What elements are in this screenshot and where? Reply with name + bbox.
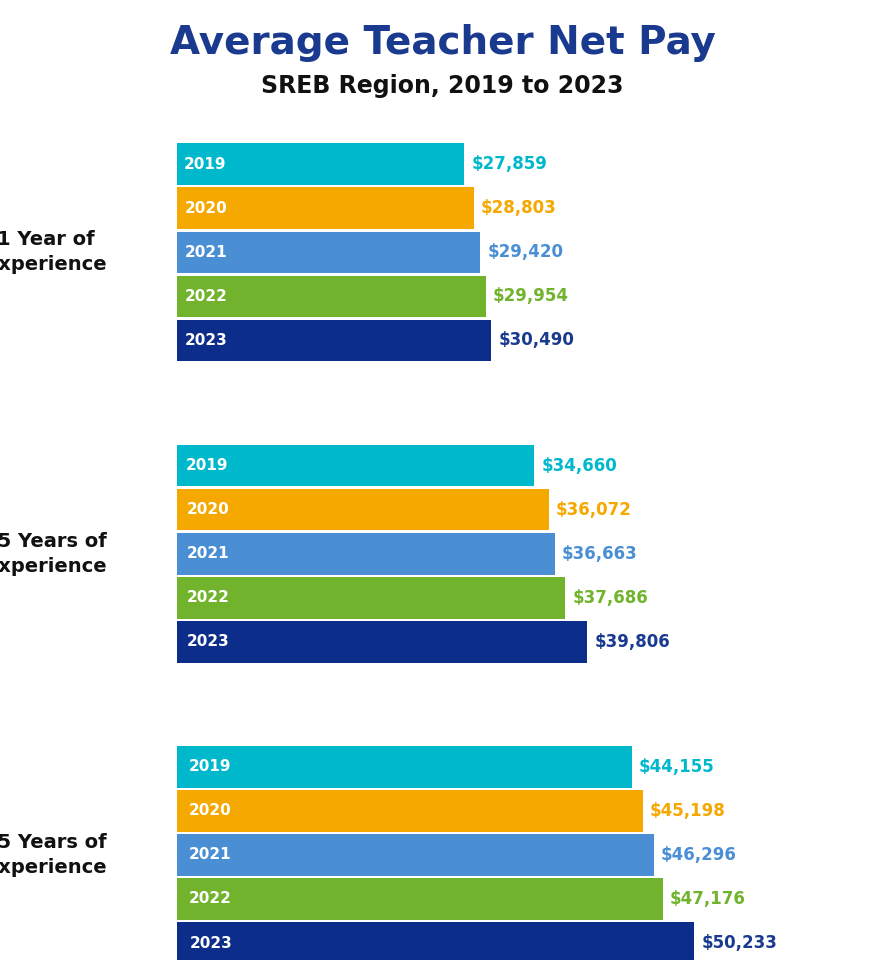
Text: $36,663: $36,663 [562,545,637,563]
Bar [177,577,566,618]
Text: 2019: 2019 [184,157,227,172]
Bar [177,187,473,229]
Bar [177,621,587,662]
Bar [177,878,663,920]
Text: 2019: 2019 [189,760,231,774]
Text: $47,176: $47,176 [670,890,746,908]
Text: 1 Year of
Experience: 1 Year of Experience [0,230,106,274]
Text: 2020: 2020 [186,502,229,517]
Text: 2023: 2023 [190,936,233,951]
Text: $39,806: $39,806 [594,633,670,651]
Text: SREB Region, 2019 to 2023: SREB Region, 2019 to 2023 [261,74,624,97]
Text: Average Teacher Net Pay: Average Teacher Net Pay [170,24,715,63]
Text: $36,072: $36,072 [556,501,632,518]
Text: 2023: 2023 [185,333,227,348]
Text: 2021: 2021 [187,546,229,562]
Text: $29,420: $29,420 [488,243,563,262]
Text: $29,954: $29,954 [493,287,569,306]
Bar [177,143,464,185]
Text: $44,155: $44,155 [639,758,715,776]
Bar [177,834,654,876]
Bar [177,746,632,788]
Bar [177,922,695,964]
Bar [177,319,491,362]
Text: $50,233: $50,233 [702,934,777,952]
Text: 2020: 2020 [184,201,227,216]
Text: 2020: 2020 [189,804,231,818]
Text: 2022: 2022 [189,892,232,907]
Text: 2022: 2022 [187,590,229,606]
Bar [177,231,480,273]
Text: 2021: 2021 [185,245,227,260]
Text: 2021: 2021 [189,848,232,862]
Text: $27,859: $27,859 [471,155,547,173]
Text: $46,296: $46,296 [661,846,737,864]
Bar [177,790,643,832]
Bar [177,533,555,574]
Text: $28,803: $28,803 [481,199,557,218]
Text: $30,490: $30,490 [498,331,574,350]
Text: 2023: 2023 [188,634,230,649]
Text: 15 Years of
Experience: 15 Years of Experience [0,532,107,575]
Text: 35 Years of
Experience: 35 Years of Experience [0,833,107,877]
Text: 2022: 2022 [185,289,227,304]
Text: $37,686: $37,686 [573,589,648,607]
Bar [177,445,534,486]
Text: 2019: 2019 [186,458,228,473]
Text: $34,660: $34,660 [542,457,617,474]
Bar [177,275,486,318]
Text: $45,198: $45,198 [650,802,726,820]
Bar [177,489,549,530]
